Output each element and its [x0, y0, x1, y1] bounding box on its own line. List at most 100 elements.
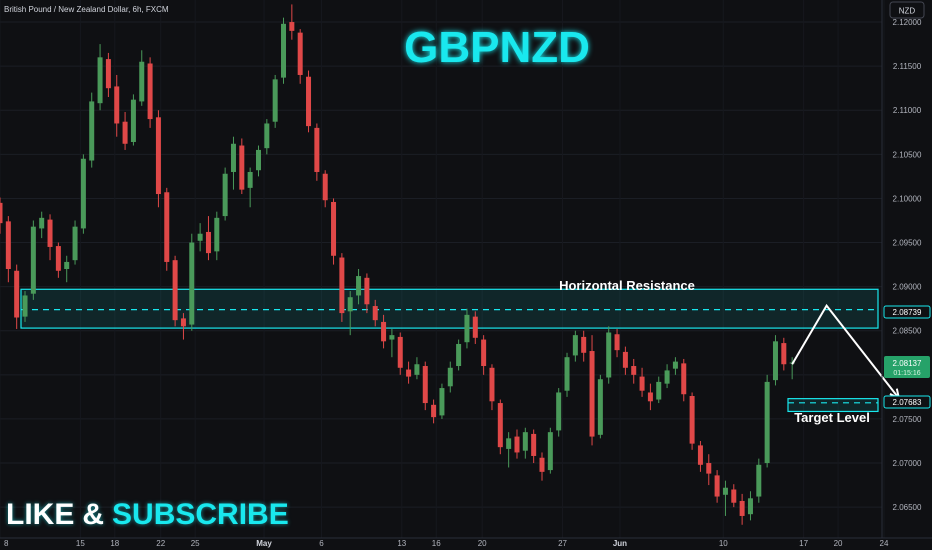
candle-body-down	[397, 336, 403, 368]
candle-body-down	[205, 231, 211, 254]
candle-body-down	[706, 463, 712, 474]
candle-body-up	[656, 381, 662, 400]
candle-body-up	[772, 341, 778, 381]
candle-body-up	[572, 335, 578, 356]
candle-body-up	[439, 388, 445, 416]
candle-body-down	[114, 86, 120, 124]
candle-body-down	[0, 202, 3, 224]
candle-body-up	[264, 123, 270, 149]
candle-body-up	[72, 226, 78, 261]
candle-body-down	[314, 127, 320, 172]
target-zone	[787, 398, 879, 413]
chart-title-overlay: GBPNZD	[404, 23, 590, 72]
candle-body-down	[322, 173, 328, 201]
candle-body-down	[122, 121, 128, 144]
candle-body-up	[672, 361, 678, 369]
candle-body-down	[155, 117, 161, 195]
candle-body-up	[189, 242, 195, 325]
price-tick-label: 2.09000	[893, 283, 922, 292]
candle-body-up	[464, 314, 470, 343]
price-tick-label: 2.07000	[893, 459, 922, 468]
candle-body-down	[514, 436, 520, 453]
candle-body-down	[472, 316, 478, 338]
annotation-zones	[20, 288, 879, 413]
candle-body-down	[406, 369, 412, 377]
resistance-price-tag: 2.08739	[883, 305, 931, 319]
candle-body-up	[597, 379, 603, 435]
candle-body-down	[739, 500, 745, 516]
time-tick-label: 6	[319, 539, 324, 548]
price-tick-label: 2.10000	[893, 194, 922, 203]
candle-body-up	[506, 438, 512, 449]
candle-body-down	[381, 321, 387, 342]
candle-body-down	[364, 277, 370, 305]
candle-body-down	[172, 260, 178, 321]
price-tick-label: 2.11000	[893, 106, 922, 115]
candle-body-up	[722, 487, 728, 495]
candle-body-up	[130, 99, 136, 142]
current-price-tag: 2.08137 01:15:16	[884, 356, 930, 378]
candle-body-down	[697, 445, 703, 465]
candle-body-up	[389, 335, 395, 340]
candle-body-down	[622, 351, 628, 368]
candle-body-down	[497, 403, 503, 448]
candle-body-up	[22, 295, 28, 317]
candle-body-down	[581, 336, 587, 353]
candle-body-down	[539, 457, 545, 472]
promo-like: LIKE	[6, 498, 74, 531]
candle-body-down	[422, 366, 428, 404]
candle-body-down	[147, 63, 153, 120]
time-axis[interactable]: 8 15 18 22 25 May 6 13 16 20 27 Jun 10 17 20 24	[4, 539, 889, 548]
promo-ampersand: &	[82, 498, 104, 531]
candle-body-down	[781, 343, 787, 365]
candle-body-down	[105, 59, 111, 89]
resistance-price-tag-frame	[883, 305, 931, 319]
candle-body-up	[222, 173, 228, 217]
time-tick-label: 27	[558, 539, 567, 548]
price-axis[interactable]: 2.12000 2.11500 2.11000 2.10500 2.10000 2.095…	[893, 18, 922, 512]
time-tick-label: 16	[432, 539, 441, 548]
candle-body-up	[556, 392, 562, 431]
price-tick-label: 2.10500	[893, 150, 922, 159]
candle-body-down	[714, 475, 720, 497]
candle-body-down	[239, 145, 245, 190]
target-level-label: Target Level	[794, 410, 870, 425]
candle-body-up	[214, 217, 220, 252]
candle-body-up	[664, 370, 670, 384]
price-tick-label: 2.12000	[893, 18, 922, 27]
target-price-tag: 2.07683	[883, 395, 931, 409]
candle-body-up	[456, 343, 462, 367]
currency-badge-label: NZD	[899, 7, 916, 16]
candle-body-up	[197, 233, 203, 241]
candle-body-up	[522, 432, 528, 451]
time-tick-label: 8	[4, 539, 9, 548]
grid	[0, 0, 885, 538]
current-price-tag-frame	[884, 356, 930, 378]
candle-body-up	[89, 101, 95, 161]
candle-body-up	[764, 381, 770, 464]
time-tick-label: 18	[110, 539, 119, 548]
price-tick-label: 2.08500	[893, 327, 922, 336]
candle-body-down	[647, 392, 653, 402]
symbol-description: British Pound / New Zealand Dollar, 6h, …	[4, 5, 169, 14]
candle-body-down	[639, 376, 645, 391]
candle-body-down	[489, 367, 495, 402]
candle-body-up	[747, 498, 753, 515]
candle-body-up	[97, 57, 103, 104]
time-tick-label: 20	[478, 539, 487, 548]
time-tick-label: 24	[880, 539, 889, 548]
candle-body-up	[80, 158, 86, 229]
promo-text: LIKE & SUBSCRIBE	[6, 498, 289, 531]
candle-body-down	[306, 76, 312, 127]
time-tick-label: 25	[191, 539, 200, 548]
target-price-value: 2.07683	[893, 398, 922, 407]
resistance-price-value: 2.08739	[893, 308, 922, 317]
currency-badge[interactable]: NZD	[889, 1, 925, 19]
candle-body-up	[564, 357, 570, 391]
candle-body-down	[614, 334, 620, 351]
candle-body-down	[180, 318, 186, 327]
candle-body-down	[164, 192, 170, 262]
candle-body-up	[356, 276, 362, 296]
